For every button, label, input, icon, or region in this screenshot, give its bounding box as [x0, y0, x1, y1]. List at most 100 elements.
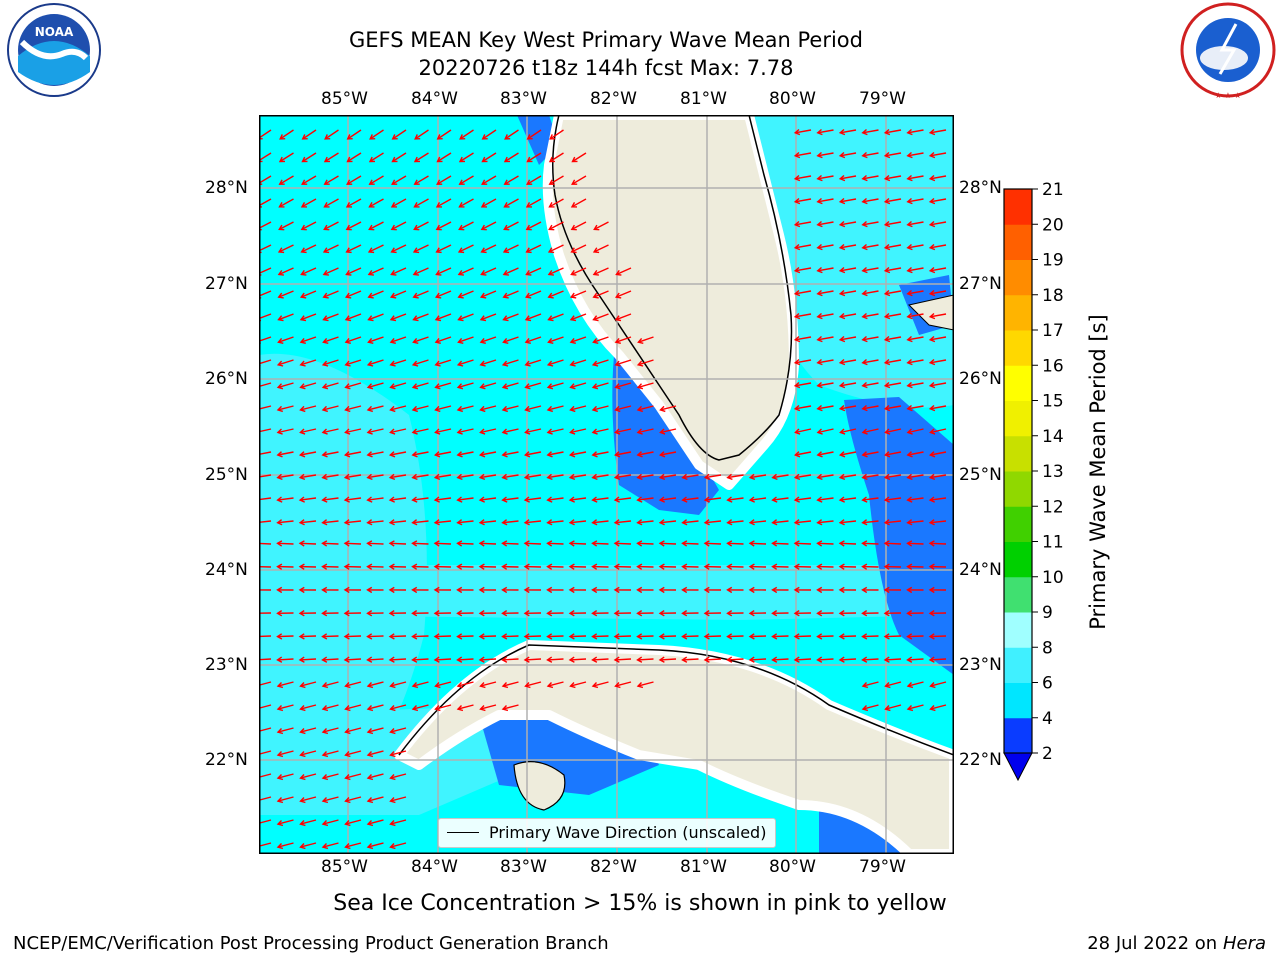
- wave-arrow: [885, 267, 902, 272]
- wave-arrow: [502, 658, 519, 661]
- wave-arrow-head: [861, 705, 869, 712]
- wave-arrow: [278, 267, 294, 276]
- wave-arrow: [277, 382, 294, 389]
- wave-arrow-head: [614, 383, 621, 390]
- wave-arrow-head: [389, 705, 396, 712]
- wave-arrow: [502, 359, 519, 366]
- wave-arrow: [300, 704, 317, 710]
- wave-arrow: [795, 474, 812, 479]
- colorbar-segment: [1004, 224, 1032, 260]
- wave-arrow-head: [524, 383, 531, 390]
- wave-arrow-head: [434, 705, 441, 712]
- wave-arrow: [457, 635, 474, 638]
- wave-arrow: [458, 336, 474, 343]
- bottom-lon-tick: 85°W: [321, 857, 368, 877]
- wave-arrow: [570, 681, 587, 687]
- wave-arrow-head: [658, 496, 665, 503]
- wave-arrow-head: [883, 174, 891, 182]
- colorbar-tick-label: 6: [1042, 674, 1053, 694]
- wave-arrow-head: [928, 381, 936, 389]
- wave-arrow-head: [259, 179, 263, 185]
- wave-arrow-head: [343, 586, 350, 594]
- wave-arrow-head: [591, 682, 599, 689]
- wave-arrow-head: [546, 428, 553, 435]
- wave-arrow-head: [771, 633, 778, 640]
- wave-arrow-head: [568, 586, 575, 594]
- wave-arrow-head: [906, 610, 913, 617]
- wave-arrow-head: [816, 220, 823, 228]
- wave-arrow-head: [928, 266, 936, 274]
- wave-arrow-head: [389, 405, 396, 413]
- wave-arrow: [885, 175, 902, 180]
- wave-arrow-head: [388, 563, 395, 570]
- wave-arrow: [571, 175, 587, 185]
- wave-arrow-head: [344, 843, 351, 850]
- wave-arrow-head: [748, 656, 755, 663]
- wave-arrow-head: [366, 610, 373, 617]
- wave-arrow: [525, 520, 542, 524]
- wave-arrow-head: [478, 451, 486, 458]
- wave-arrow: [278, 244, 294, 253]
- wave-arrow: [259, 359, 272, 365]
- wave-arrow: [457, 704, 474, 710]
- wave-arrow-head: [591, 540, 598, 547]
- wave-arrow: [840, 290, 857, 295]
- wave-arrow-head: [501, 705, 509, 712]
- wave-arrow-head: [478, 540, 485, 547]
- wave-arrow-head: [479, 315, 487, 322]
- wave-arrow-head: [681, 586, 688, 594]
- wave-arrow-head: [298, 610, 305, 617]
- wave-arrow-head: [278, 179, 285, 185]
- wave-arrow-head: [478, 633, 485, 640]
- wave-arrow: [502, 405, 519, 411]
- wave-arrow-head: [367, 315, 374, 322]
- wave-arrow: [368, 336, 384, 343]
- wave-arrow-head: [906, 312, 913, 320]
- wave-arrow-head: [389, 337, 396, 344]
- wave-arrow: [885, 520, 902, 524]
- wave-arrow-head: [861, 610, 868, 617]
- wave-arrow: [437, 152, 452, 163]
- wave-arrow: [302, 152, 317, 163]
- wave-arrow: [907, 635, 924, 638]
- wave-arrow-head: [390, 247, 397, 254]
- wave-arrow-head: [524, 360, 531, 367]
- wave-arrow-head: [549, 134, 556, 140]
- wave-arrow: [930, 704, 947, 710]
- wave-arrow: [389, 635, 407, 638]
- wave-arrow: [457, 497, 474, 501]
- wave-arrow-head: [322, 337, 329, 344]
- wave-arrow: [817, 313, 834, 318]
- wave-arrow-head: [748, 586, 755, 594]
- wave-arrow: [322, 497, 339, 501]
- wave-arrow: [435, 290, 452, 298]
- wave-arrow-head: [276, 428, 283, 435]
- wave-arrow-head: [906, 563, 913, 570]
- wave-arrow-head: [368, 156, 376, 163]
- wave-arrow-head: [861, 586, 868, 594]
- wave-arrow: [930, 474, 947, 479]
- wave-arrow: [277, 405, 294, 411]
- wave-arrow-head: [838, 243, 846, 251]
- wave-arrow-head: [838, 266, 846, 274]
- wave-arrow-head: [838, 335, 846, 343]
- wave-arrow-head: [525, 247, 532, 254]
- wave-arrow-head: [861, 220, 868, 228]
- wave-arrow-head: [816, 335, 823, 343]
- wave-arrow-head: [501, 563, 508, 570]
- wave-arrow: [323, 290, 339, 298]
- wave-arrow-head: [793, 563, 800, 570]
- wave-arrow-head: [436, 156, 443, 163]
- wave-arrow: [347, 152, 362, 163]
- wave-arrow: [457, 658, 474, 661]
- wave-arrow-head: [323, 224, 330, 231]
- wave-arrow-head: [366, 383, 374, 390]
- wave-arrow: [817, 451, 834, 456]
- wave-arrow: [571, 221, 587, 231]
- wave-arrow: [435, 520, 452, 524]
- wave-arrow-head: [456, 586, 463, 594]
- wave-arrow-head: [636, 405, 644, 413]
- ocean-band-light: [259, 353, 427, 765]
- wave-arrow: [817, 405, 834, 410]
- wave-arrow-head: [481, 134, 488, 140]
